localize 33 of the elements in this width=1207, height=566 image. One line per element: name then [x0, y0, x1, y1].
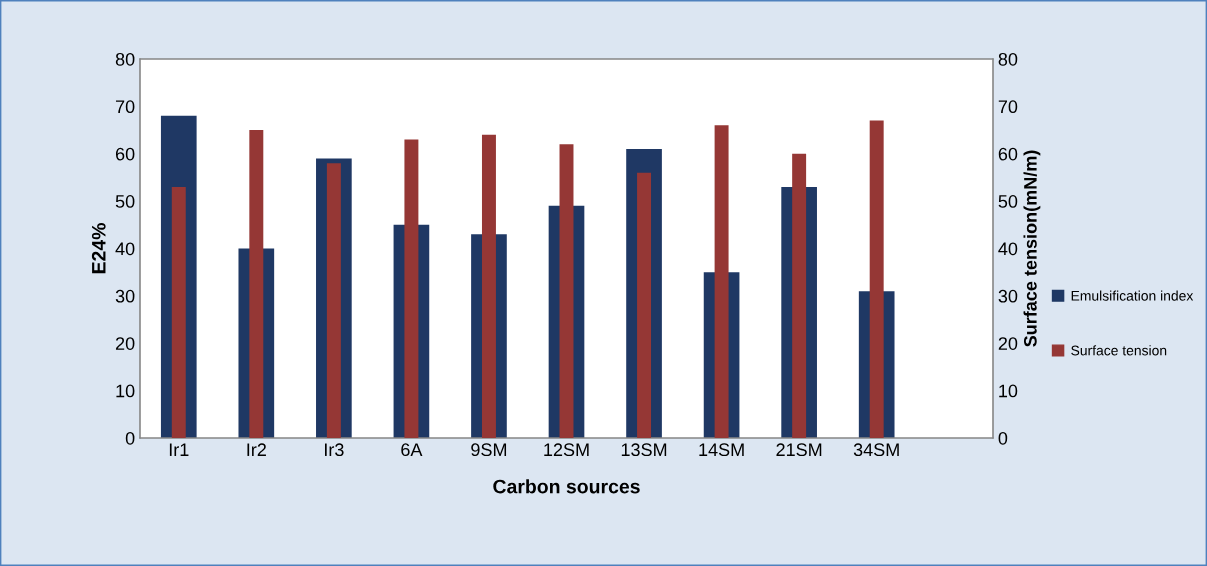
x-axis-title: Carbon sources [493, 479, 640, 494]
y2-tick-label: 10 [999, 384, 1018, 398]
x-tick-label: 21SM [776, 443, 822, 457]
y-tick-label: 60 [115, 147, 135, 161]
y2-tick-label: 0 [998, 431, 1008, 445]
x-tick-label: Ir1 [169, 443, 189, 456]
legend-label: Surface tension [1071, 345, 1167, 356]
y2-axis-title: Surface tension(mN/m) [1023, 150, 1041, 347]
x-tick-label: 14SM [699, 443, 744, 457]
x-tick-label: 34SM [853, 443, 899, 457]
y-tick-label: 10 [116, 384, 135, 398]
y-tick-label: 70 [115, 100, 135, 114]
y2-tick-label: 60 [998, 147, 1018, 161]
x-tick-label: Ir2 [247, 443, 266, 456]
legend-label: Emulsification index [1071, 290, 1194, 301]
y2-tick-label: 80 [998, 52, 1018, 66]
y-tick-label: 20 [115, 337, 135, 350]
x-tick-label: 6A [401, 443, 423, 457]
y2-tick-label: 30 [998, 289, 1018, 303]
y-tick-label: 0 [125, 431, 135, 445]
x-tick-label: 12SM [544, 443, 589, 457]
y-tick-label: 50 [115, 195, 135, 208]
y2-tick-label: 20 [998, 337, 1018, 350]
y-tick-label: 30 [115, 289, 135, 303]
y2-tick-label: 50 [998, 195, 1018, 208]
y2-tick-label: 70 [998, 100, 1018, 114]
x-tick-label: 13SM [621, 443, 667, 457]
y-tick-label: 80 [115, 52, 135, 66]
x-tick-label: Ir3 [325, 443, 344, 457]
y-axis-title: E24% [91, 223, 106, 274]
x-tick-label: 9SM [471, 443, 507, 457]
y-tick-label: 40 [115, 242, 135, 256]
y2-tick-label: 40 [998, 242, 1018, 256]
